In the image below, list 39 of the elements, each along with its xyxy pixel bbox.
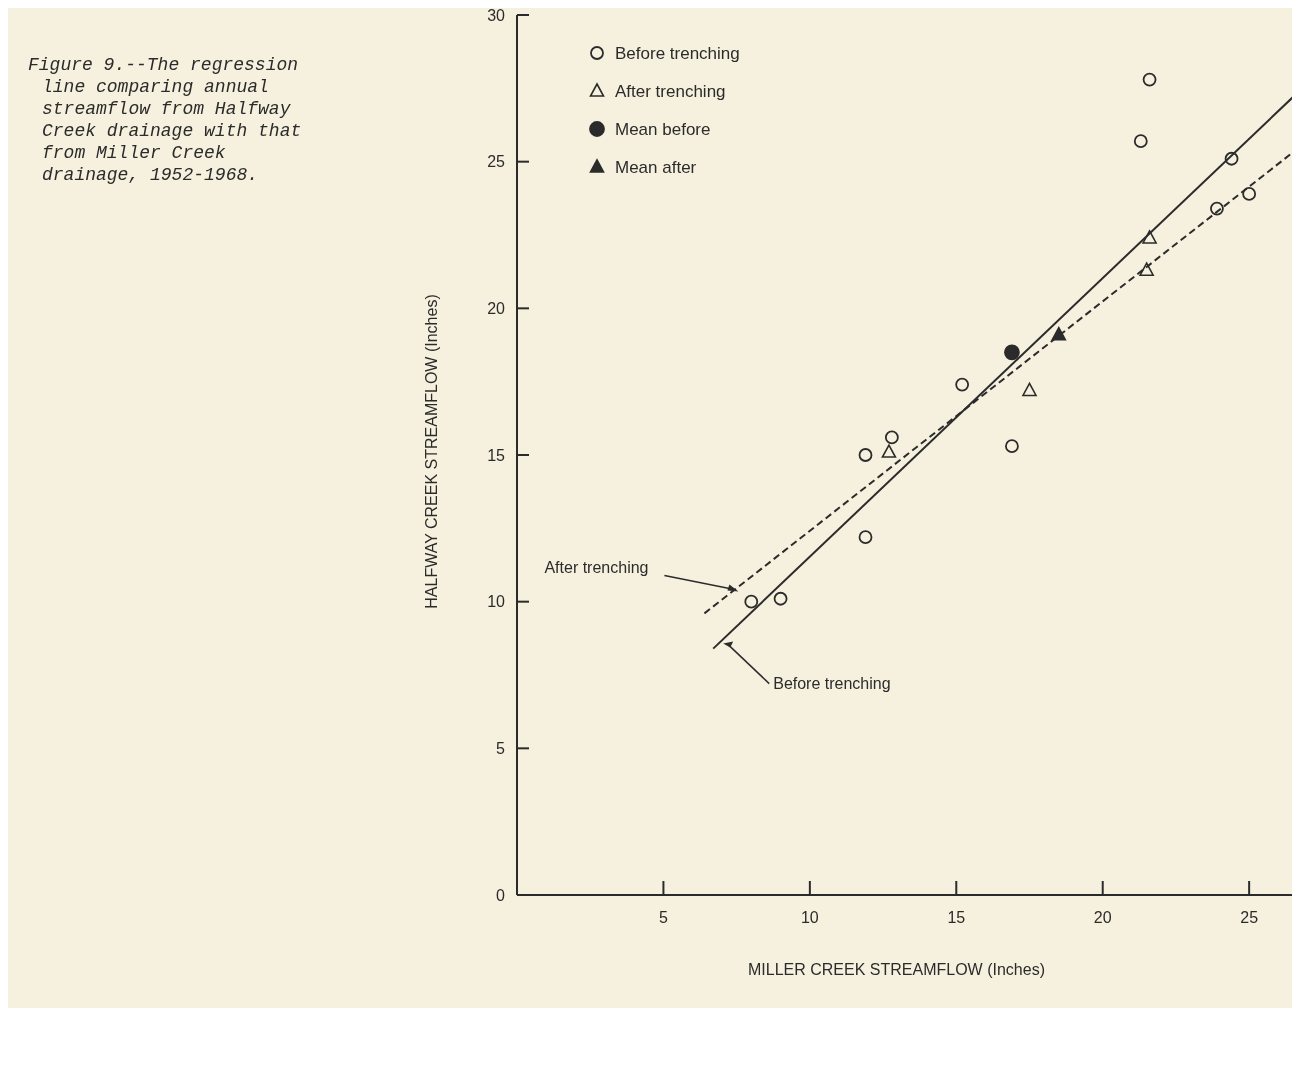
y-tick-label: 5 — [496, 739, 506, 757]
point — [858, 530, 873, 545]
point — [1142, 230, 1157, 244]
x-tick-label: 5 — [658, 909, 668, 926]
legend-label: Mean before — [615, 119, 711, 139]
point — [1210, 201, 1224, 216]
y-tick-label: 0 — [496, 886, 506, 904]
point — [881, 444, 897, 458]
y-tick-label: 10 — [487, 593, 506, 611]
point — [1242, 187, 1257, 201]
point — [1224, 151, 1239, 166]
legend-label: Before trenching — [615, 43, 740, 63]
x-tick-label: 10 — [800, 909, 819, 926]
y-tick-label: 15 — [487, 446, 506, 464]
text: After trenching — [544, 559, 649, 577]
point — [1022, 382, 1037, 397]
legend-label: After trenching — [615, 81, 726, 101]
x-tick-label: 15 — [947, 909, 966, 926]
point — [1139, 262, 1154, 276]
point — [773, 591, 788, 606]
caption: Figure 9.--The regression line comparing annual streamflow from Halfway Creek drainage with that from Miller Creek drainage, 1952-1968. — [28, 55, 302, 185]
x-tick-label: 25 — [1240, 909, 1259, 926]
point — [955, 377, 970, 392]
point — [1133, 134, 1148, 149]
point — [744, 594, 759, 609]
y-axis-title: HALFWAY CREEK STREAMFLOW (Inches) — [423, 294, 440, 609]
y-tick-label: 30 — [487, 6, 506, 24]
point — [858, 448, 873, 462]
x-axis-title: MILLER CREEK STREAMFLOW (Inches) — [748, 961, 1045, 978]
text: Before trenching — [773, 674, 891, 692]
point — [1142, 72, 1157, 87]
point — [884, 430, 899, 445]
x-tick-label: 20 — [1093, 909, 1112, 926]
point — [1005, 439, 1019, 454]
y-tick-label: 25 — [487, 153, 506, 171]
legend-label: Mean after — [615, 157, 697, 177]
point — [1004, 344, 1020, 361]
y-tick-label: 20 — [487, 299, 506, 317]
point — [1051, 326, 1067, 341]
